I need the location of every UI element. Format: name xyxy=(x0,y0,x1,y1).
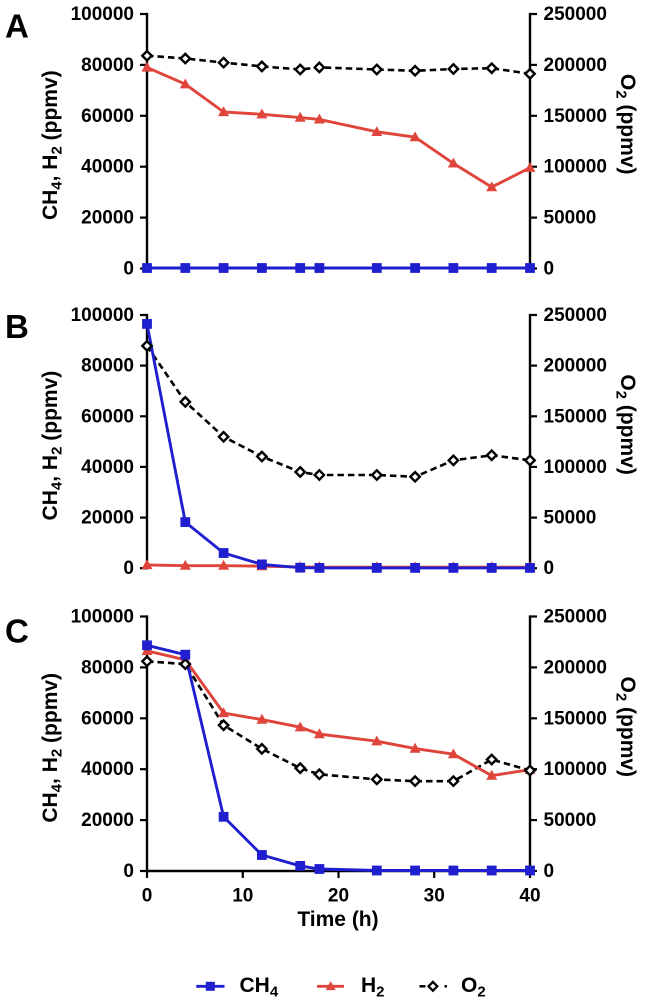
svg-text:C: C xyxy=(5,613,29,650)
svg-text:30: 30 xyxy=(424,886,445,907)
svg-text:0: 0 xyxy=(544,259,555,280)
svg-text:250000: 250000 xyxy=(544,4,607,25)
svg-text:250000: 250000 xyxy=(544,607,607,628)
svg-text:80000: 80000 xyxy=(81,657,134,678)
svg-text:0: 0 xyxy=(123,558,134,579)
svg-text:40000: 40000 xyxy=(81,157,134,178)
svg-text:100000: 100000 xyxy=(71,607,134,628)
svg-text:CH4, H2 (ppmv): CH4, H2 (ppmv) xyxy=(39,371,66,521)
svg-text:50000: 50000 xyxy=(544,208,597,229)
svg-text:60000: 60000 xyxy=(81,406,134,427)
svg-text:50000: 50000 xyxy=(544,810,597,831)
svg-text:60000: 60000 xyxy=(81,708,134,729)
svg-text:40000: 40000 xyxy=(81,759,134,780)
svg-text:20000: 20000 xyxy=(81,208,134,229)
svg-text:150000: 150000 xyxy=(544,406,607,427)
svg-text:CH4, H2 (ppmv): CH4, H2 (ppmv) xyxy=(39,673,66,823)
svg-text:50000: 50000 xyxy=(544,508,597,529)
svg-text:200000: 200000 xyxy=(544,657,607,678)
svg-text:250000: 250000 xyxy=(544,305,607,326)
svg-text:150000: 150000 xyxy=(544,106,607,127)
svg-text:200000: 200000 xyxy=(544,356,607,377)
svg-text:20000: 20000 xyxy=(81,810,134,831)
svg-text:0: 0 xyxy=(142,886,153,907)
svg-text:100000: 100000 xyxy=(71,4,134,25)
svg-text:O2 (ppmv): O2 (ppmv) xyxy=(613,74,640,175)
svg-text:CH4, H2 (ppmv): CH4, H2 (ppmv) xyxy=(39,70,66,220)
svg-text:60000: 60000 xyxy=(81,106,134,127)
svg-text:100000: 100000 xyxy=(71,305,134,326)
svg-text:80000: 80000 xyxy=(81,55,134,76)
svg-text:20000: 20000 xyxy=(81,508,134,529)
svg-text:0: 0 xyxy=(544,861,555,882)
svg-text:O2 (ppmv): O2 (ppmv) xyxy=(613,677,640,778)
svg-text:100000: 100000 xyxy=(544,457,607,478)
svg-text:10: 10 xyxy=(232,886,253,907)
svg-text:A: A xyxy=(5,8,29,45)
svg-text:O2 (ppmv): O2 (ppmv) xyxy=(613,374,640,475)
svg-text:40000: 40000 xyxy=(81,457,134,478)
svg-text:200000: 200000 xyxy=(544,55,607,76)
svg-text:0: 0 xyxy=(123,861,134,882)
svg-text:80000: 80000 xyxy=(81,356,134,377)
svg-text:Time (h): Time (h) xyxy=(297,908,378,931)
svg-text:B: B xyxy=(5,308,29,345)
svg-text:0: 0 xyxy=(123,259,134,280)
svg-text:0: 0 xyxy=(544,558,555,579)
svg-text:150000: 150000 xyxy=(544,708,607,729)
svg-text:100000: 100000 xyxy=(544,759,607,780)
svg-text:20: 20 xyxy=(328,886,349,907)
svg-text:100000: 100000 xyxy=(544,157,607,178)
svg-text:40: 40 xyxy=(519,886,540,907)
